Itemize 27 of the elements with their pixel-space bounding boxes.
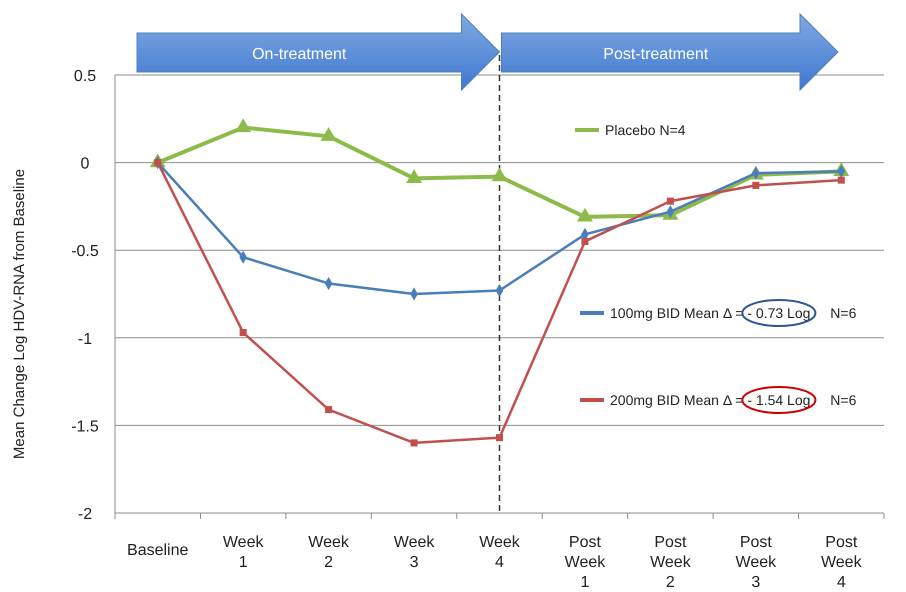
- point: [838, 176, 845, 184]
- x-tick-label: Post Week 4: [820, 534, 863, 591]
- x-tick-label: Week 2: [308, 534, 350, 571]
- y-tick-label: -2: [78, 506, 92, 523]
- point: [666, 198, 674, 205]
- x-tick-label: Post Week 2: [650, 534, 692, 591]
- point: [496, 434, 504, 442]
- y-tick-label: 0.5: [74, 68, 96, 85]
- x-tick-label: Post Week 3: [736, 534, 778, 591]
- y-tick-label: -1.5: [71, 418, 99, 436]
- x-tick-label: Week 3: [394, 534, 436, 571]
- text: On-treatment: [252, 46, 347, 63]
- point: [752, 182, 760, 189]
- legend-label: Placebo N=4: [605, 122, 686, 138]
- y-tick-label: 0: [80, 156, 90, 173]
- x-tick-label: Post Week 1: [564, 534, 606, 591]
- text: Post-treatment: [603, 46, 709, 63]
- y-axis-title: Mean Change Log HDV-RNA from Baseline: [11, 168, 28, 460]
- x-tick-label: Week 1: [222, 534, 264, 571]
- x-tick-label: Week 4: [479, 534, 521, 571]
- point: [240, 329, 247, 336]
- y-tick-label: -1: [78, 330, 92, 348]
- x-tick-label: Baseline: [127, 542, 189, 559]
- point: [410, 439, 418, 446]
- point: [325, 406, 332, 414]
- y-tick-label: -0.5: [71, 243, 99, 260]
- point: [581, 238, 588, 245]
